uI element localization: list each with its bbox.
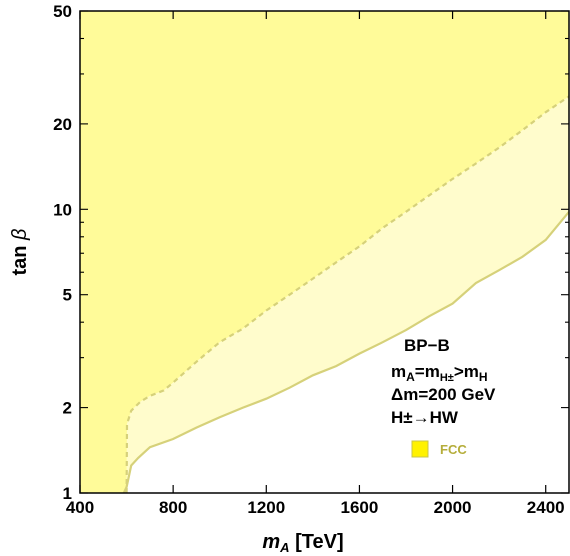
annotation-line-2: mA=mH±>mH [391,362,488,384]
x-tick-label: 800 [159,498,187,517]
annotation-line-4: H±→HW [391,408,459,427]
fcc-lower-curve [122,211,569,493]
x-tick-label: 1200 [247,498,285,517]
x-tick-label: 2000 [434,498,472,517]
x-tick-label: 2400 [527,498,565,517]
uncertainty-band-region [123,96,569,493]
legend-swatch [411,440,429,458]
y-tick-label: 1 [63,484,72,503]
excluded-region [80,11,569,493]
annotation: BP−B mA=mH±>mH Δm=200 GeV H±→HW [391,336,496,427]
annotation-line-1: BP−B [404,336,450,355]
y-axis-title: tan β [9,229,31,276]
y-tick-label: 20 [53,115,72,134]
y-axis: 1 2 5 10 20 50 [53,2,569,503]
x-tick-label: 1600 [341,498,379,517]
x-tick-label: 400 [66,498,94,517]
annotation-line-3: Δm=200 GeV [391,385,496,404]
legend: FCC [411,440,467,458]
plot-frame [79,10,570,494]
x-axis: 400 800 1200 1600 2000 2400 [66,11,565,517]
y-tick-label: 5 [63,286,72,305]
y-tick-label: 50 [53,2,72,21]
x-axis-title: mA [TeV] [262,531,343,555]
plot-area [80,11,569,493]
y-tick-label: 10 [53,200,72,219]
legend-label: FCC [440,442,467,457]
y-tick-label: 2 [63,399,72,418]
